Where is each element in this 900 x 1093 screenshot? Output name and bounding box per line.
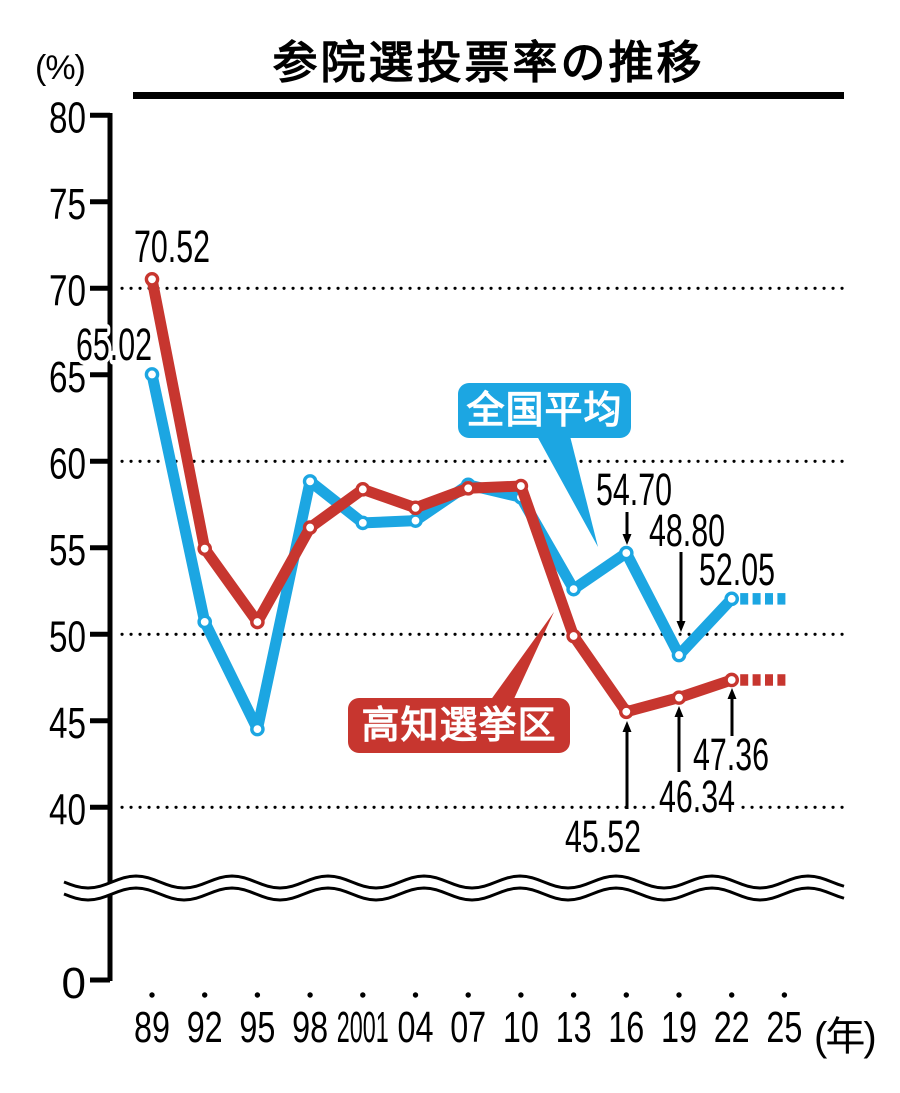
value-label-70.52: 70.52 (134, 221, 210, 272)
future-dash-national (765, 593, 773, 605)
data-point-marker-national-98 (302, 474, 318, 489)
axis-break-wave-upper (63, 874, 845, 890)
x-tick-dot-89 (149, 992, 155, 998)
x-tick-label-98: 98 (292, 1003, 328, 1052)
future-dash-national (752, 593, 761, 605)
data-point-marker-national-22 (724, 591, 740, 607)
x-tick-label-2001: 2001 (337, 1003, 389, 1052)
chart-title: 参院選投票率の推移 (272, 37, 705, 88)
x-tick-dot-98 (307, 992, 313, 998)
future-dash-national (777, 593, 786, 605)
callout-tail-kochi (490, 612, 554, 701)
value-label-52.05: 52.05 (699, 544, 775, 595)
x-tick-dot-22 (729, 992, 735, 998)
annotation-arrowhead-54.70 (622, 534, 632, 545)
series-line-national (146, 373, 736, 735)
y-axis-unit-label: (%) (35, 49, 86, 87)
y-tick-label-70: 70 (49, 266, 86, 315)
data-point-marker-kochi-10 (513, 478, 529, 494)
data-point-marker-national-2001 (355, 515, 371, 531)
y-tick-label-60: 60 (49, 439, 86, 488)
x-tick-dot-10 (518, 992, 524, 998)
data-point-marker-national-04 (408, 513, 423, 528)
future-dash-kochi (777, 674, 786, 686)
data-point-marker-kochi-89 (144, 272, 160, 287)
x-tick-dot-19 (676, 992, 682, 998)
data-point-marker-kochi-95 (250, 614, 265, 630)
series-line-kochi (146, 278, 734, 718)
y-tick-label-45: 45 (49, 699, 86, 748)
callout-tail-national (537, 436, 598, 547)
data-point-marker-national-16 (619, 545, 634, 561)
x-tick-label-16: 16 (608, 1003, 644, 1052)
x-tick-label-92: 92 (187, 1003, 223, 1052)
x-tick-dot-16 (623, 992, 629, 998)
data-point-marker-national-92 (197, 614, 212, 630)
x-tick-dot-2001 (360, 992, 366, 998)
x-tick-label-22: 22 (714, 1003, 750, 1052)
x-tick-label-04: 04 (398, 1003, 434, 1052)
x-tick-dot-13 (570, 992, 577, 998)
y-tick-label-55: 55 (49, 526, 86, 575)
value-label-65.02: 65.02 (76, 319, 152, 370)
data-point-marker-kochi-92 (197, 541, 212, 556)
value-label-47.36: 47.36 (693, 729, 769, 780)
y-tick-label-65: 65 (49, 353, 86, 402)
annotation-arrowhead-47.36 (727, 688, 737, 699)
data-point-marker-national-13 (566, 581, 581, 597)
x-tick-dot-92 (202, 992, 208, 998)
future-dash-kochi (740, 674, 749, 686)
data-point-marker-kochi-07 (460, 480, 476, 496)
x-axis-unit-label: (年) (814, 1015, 877, 1059)
data-point-marker-kochi-22 (724, 672, 740, 688)
data-point-marker-kochi-98 (302, 520, 318, 535)
annotation-arrowhead-46.34 (674, 706, 684, 717)
future-dash-kochi (752, 674, 761, 686)
data-point-marker-national-19 (671, 647, 687, 663)
annotation-arrowhead-45.52 (622, 721, 632, 732)
future-dash-national (740, 593, 749, 605)
value-label-46.34: 46.34 (659, 771, 735, 822)
data-point-marker-kochi-19 (671, 690, 687, 705)
x-tick-label-25: 25 (766, 1003, 802, 1052)
value-label-45.52: 45.52 (565, 811, 641, 862)
data-point-marker-national-89 (144, 367, 160, 382)
x-tick-label-19: 19 (661, 1003, 697, 1052)
y-tick-label-40: 40 (49, 785, 86, 834)
x-tick-dot-04 (412, 992, 419, 998)
x-tick-label-89: 89 (134, 1003, 170, 1052)
x-tick-label-13: 13 (556, 1003, 592, 1052)
value-label-48.80: 48.80 (649, 505, 725, 556)
annotation-arrowhead-48.80 (676, 621, 686, 632)
data-point-marker-kochi-04 (408, 500, 423, 516)
y-tick-label-50: 50 (49, 612, 86, 661)
x-tick-dot-07 (465, 992, 471, 998)
value-label-54.70: 54.70 (596, 464, 672, 515)
data-point-marker-kochi-13 (566, 628, 581, 644)
x-tick-dot-25 (781, 992, 788, 998)
x-tick-label-10: 10 (503, 1003, 539, 1052)
axis-break-wave-lower (63, 886, 845, 902)
y-tick-label-75: 75 (49, 180, 86, 229)
x-tick-label-07: 07 (450, 1003, 486, 1052)
data-point-marker-national-95 (250, 721, 265, 737)
x-tick-label-95: 95 (239, 1003, 275, 1052)
title-underline (133, 92, 844, 99)
data-point-marker-kochi-2001 (355, 482, 371, 497)
legend-callout-kochi-district: 高知選挙区 (348, 698, 570, 753)
x-tick-dot-95 (254, 992, 261, 998)
legend-callout-national-average: 全国平均 (458, 383, 631, 438)
future-dash-kochi (765, 674, 773, 686)
y-tick-label-80: 80 (49, 93, 86, 142)
y-tick-label-0: 0 (62, 959, 86, 1008)
data-point-marker-kochi-16 (619, 704, 634, 720)
